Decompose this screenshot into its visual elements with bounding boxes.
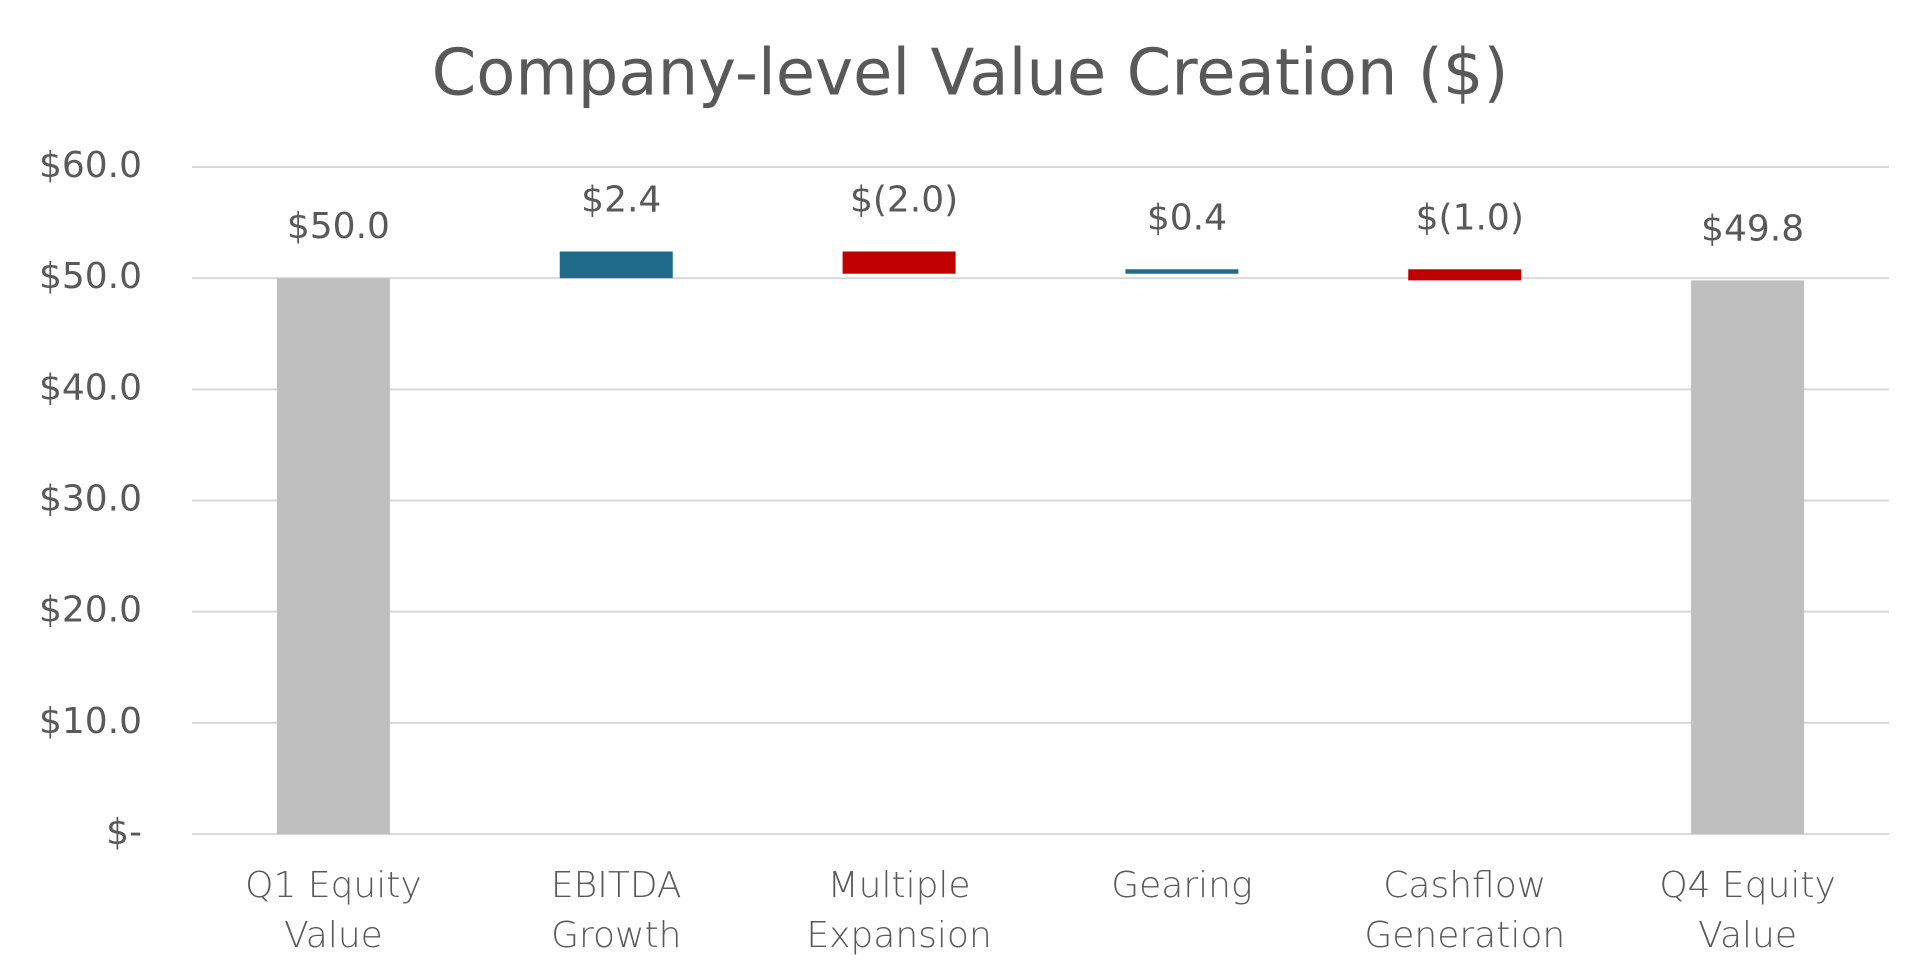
y-tick-label: $40.0 <box>39 367 142 408</box>
y-tick-label: $60.0 <box>39 145 142 186</box>
data-label: $(2.0) <box>850 179 958 220</box>
data-label: $49.8 <box>1701 208 1804 249</box>
chart-title: Company-level Value Creation ($) <box>432 37 1509 111</box>
y-tick-label: $30.0 <box>39 479 142 520</box>
bar <box>1408 269 1522 281</box>
bar <box>559 251 673 279</box>
x-tick-label: Q4 Equity Value <box>1659 865 1836 956</box>
x-tick-label: EBITDA Growth <box>550 865 682 956</box>
x-tick-label: Cashflow Generation <box>1364 865 1566 956</box>
y-tick-label: $20.0 <box>39 590 142 631</box>
y-tick-label: $- <box>106 812 142 853</box>
bar <box>1125 269 1239 274</box>
x-tick-label: Q1 Equity Value <box>245 865 422 956</box>
bar <box>842 251 956 274</box>
bar <box>1691 280 1805 834</box>
bar <box>276 278 390 835</box>
y-tick-label: $50.0 <box>39 256 142 297</box>
data-label: $2.4 <box>581 179 661 220</box>
data-label: $(1.0) <box>1416 197 1524 238</box>
data-label: $0.4 <box>1147 197 1227 238</box>
data-label: $50.0 <box>287 206 390 247</box>
y-tick-label: $10.0 <box>39 701 142 742</box>
x-tick-label: Gearing <box>1111 865 1253 906</box>
x-tick-label: Multiple Expansion <box>806 865 992 956</box>
